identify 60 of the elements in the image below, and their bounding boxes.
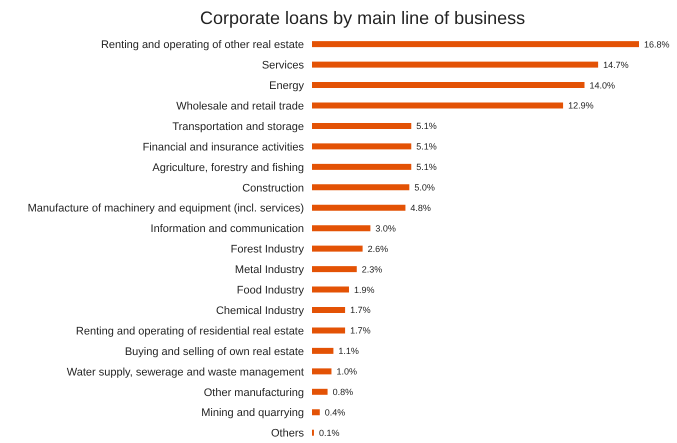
data-label: 0.8% xyxy=(332,387,354,398)
y-tick-label: Water supply, sewerage and waste management xyxy=(66,366,304,378)
bar xyxy=(312,204,406,211)
bar xyxy=(312,266,357,272)
bar xyxy=(312,368,332,374)
data-label: 14.7% xyxy=(603,60,629,70)
data-label: 0.1% xyxy=(318,428,340,438)
bar xyxy=(312,327,346,334)
bar xyxy=(312,286,349,293)
data-label: 12.9% xyxy=(568,100,594,111)
bar xyxy=(312,102,564,109)
y-tick-label: Wholesale and retail trade xyxy=(176,100,304,112)
data-label: 5.1% xyxy=(416,142,437,152)
y-tick-label: Others xyxy=(270,428,304,440)
y-tick-label: Agriculture, forestry and fishing xyxy=(152,162,304,174)
y-tick-label: Other manufacturing xyxy=(204,386,304,399)
y-tick-label: Chemical Industry xyxy=(216,304,304,317)
y-tick-label: Financial and insurance activities xyxy=(142,141,304,154)
chart-title: Corporate loans by main line of business xyxy=(200,8,526,29)
data-label: 5.1% xyxy=(416,121,437,132)
data-label: 5.0% xyxy=(414,182,435,193)
data-label: 14.0% xyxy=(590,80,616,90)
bar xyxy=(312,62,598,68)
y-tick-label: Buying and selling of own real estate xyxy=(124,346,304,358)
y-tick-label: Construction xyxy=(242,182,304,194)
bar xyxy=(312,41,639,48)
y-tick-label: Energy xyxy=(269,80,304,92)
y-tick-label: Information and communication xyxy=(150,223,304,236)
bar xyxy=(312,143,412,150)
bar xyxy=(312,246,363,252)
bar xyxy=(312,388,328,395)
bar xyxy=(312,184,410,190)
y-tick-label: Manufacture of machinery and equipment (incl. services) xyxy=(28,202,304,215)
data-label: 0.4% xyxy=(324,407,346,418)
y-tick-label: Forest Industry xyxy=(230,244,304,256)
data-label: 1.9% xyxy=(354,284,374,295)
data-label: 2.3% xyxy=(362,264,382,274)
y-tick-label: Food Industry xyxy=(236,284,304,297)
data-label: 1.7% xyxy=(350,326,371,336)
y-tick-label: Services xyxy=(262,60,304,72)
data-label: 2.6% xyxy=(368,244,388,254)
bar xyxy=(312,122,412,129)
data-label: 1.0% xyxy=(336,366,357,377)
y-tick-label: Renting and operating of other real estate xyxy=(100,39,304,52)
data-label: 1.1% xyxy=(338,346,359,356)
bar xyxy=(312,164,412,170)
data-label: 16.8% xyxy=(644,39,670,50)
y-tick-label: Renting and operating of residential real estate xyxy=(76,325,304,338)
bar xyxy=(312,225,370,232)
bar xyxy=(312,307,346,314)
y-tick-label: Transportation and storage xyxy=(172,120,304,133)
bar xyxy=(312,82,584,88)
data-label: 3.0% xyxy=(375,223,396,234)
data-label: 5.1% xyxy=(416,162,437,172)
data-label: 1.7% xyxy=(350,305,371,316)
bar xyxy=(312,348,334,354)
bar xyxy=(312,409,320,416)
y-tick-label: Metal Industry xyxy=(234,264,304,276)
y-tick-label: Mining and quarrying xyxy=(201,407,304,420)
data-label: 4.8% xyxy=(410,202,431,213)
